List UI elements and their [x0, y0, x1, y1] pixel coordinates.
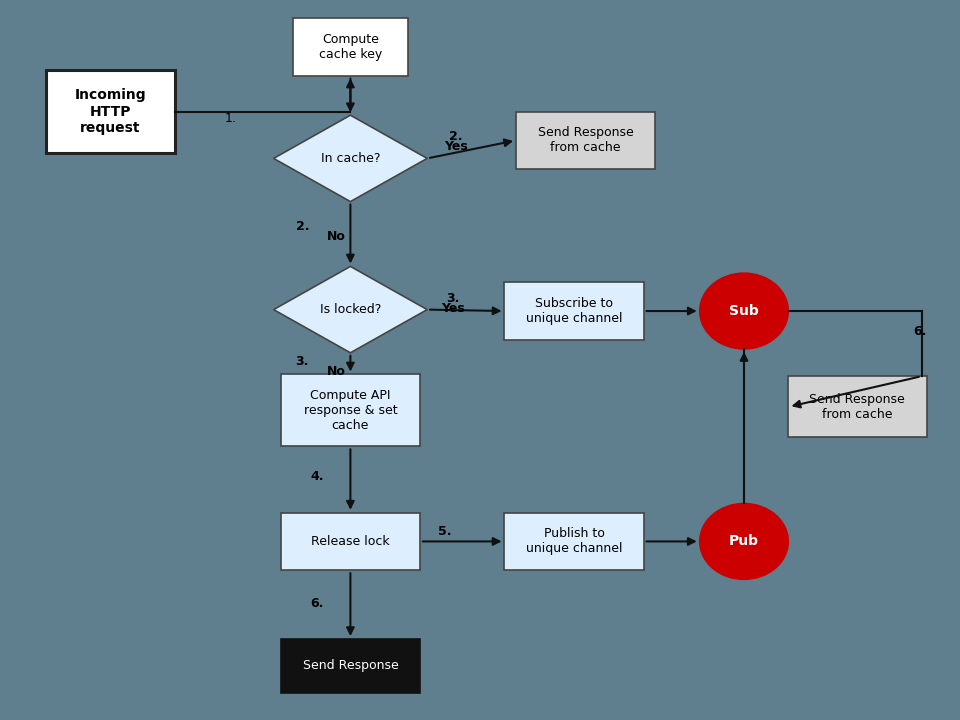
Text: Incoming
HTTP
request: Incoming HTTP request: [75, 89, 146, 135]
FancyBboxPatch shape: [280, 639, 420, 693]
Text: Compute API
response & set
cache: Compute API response & set cache: [303, 389, 397, 432]
Polygon shape: [274, 115, 427, 202]
FancyBboxPatch shape: [505, 282, 643, 340]
Text: Subscribe to
unique channel: Subscribe to unique channel: [526, 297, 622, 325]
Text: Send Response
from cache: Send Response from cache: [538, 127, 634, 154]
Text: 2.: 2.: [296, 220, 309, 233]
Ellipse shape: [700, 503, 788, 580]
Text: 3.: 3.: [296, 355, 309, 368]
Polygon shape: [274, 266, 427, 353]
Text: Send Response
from cache: Send Response from cache: [809, 393, 905, 420]
Text: 6.: 6.: [310, 597, 324, 610]
Text: Sub: Sub: [730, 304, 758, 318]
Text: 1.: 1.: [225, 112, 236, 125]
Text: 5.: 5.: [438, 525, 451, 538]
FancyBboxPatch shape: [787, 376, 927, 438]
Text: Yes: Yes: [444, 140, 468, 153]
Text: Pub: Pub: [729, 534, 759, 549]
Text: Release lock: Release lock: [311, 535, 390, 548]
Text: 6.: 6.: [913, 325, 926, 338]
FancyBboxPatch shape: [293, 18, 408, 76]
Ellipse shape: [700, 273, 788, 349]
FancyBboxPatch shape: [516, 112, 655, 169]
Text: No: No: [326, 365, 346, 378]
FancyBboxPatch shape: [46, 71, 175, 153]
FancyBboxPatch shape: [505, 513, 643, 570]
Text: In cache?: In cache?: [321, 152, 380, 165]
Text: Is locked?: Is locked?: [320, 303, 381, 316]
FancyBboxPatch shape: [280, 374, 420, 446]
FancyBboxPatch shape: [280, 513, 420, 570]
Text: 4.: 4.: [310, 470, 324, 483]
Text: No: No: [326, 230, 346, 243]
Text: Yes: Yes: [442, 302, 465, 315]
Text: 3.: 3.: [446, 292, 460, 305]
Text: 2.: 2.: [449, 130, 463, 143]
Text: Publish to
unique channel: Publish to unique channel: [526, 528, 622, 555]
Text: Send Response: Send Response: [302, 660, 398, 672]
Text: Compute
cache key: Compute cache key: [319, 33, 382, 60]
